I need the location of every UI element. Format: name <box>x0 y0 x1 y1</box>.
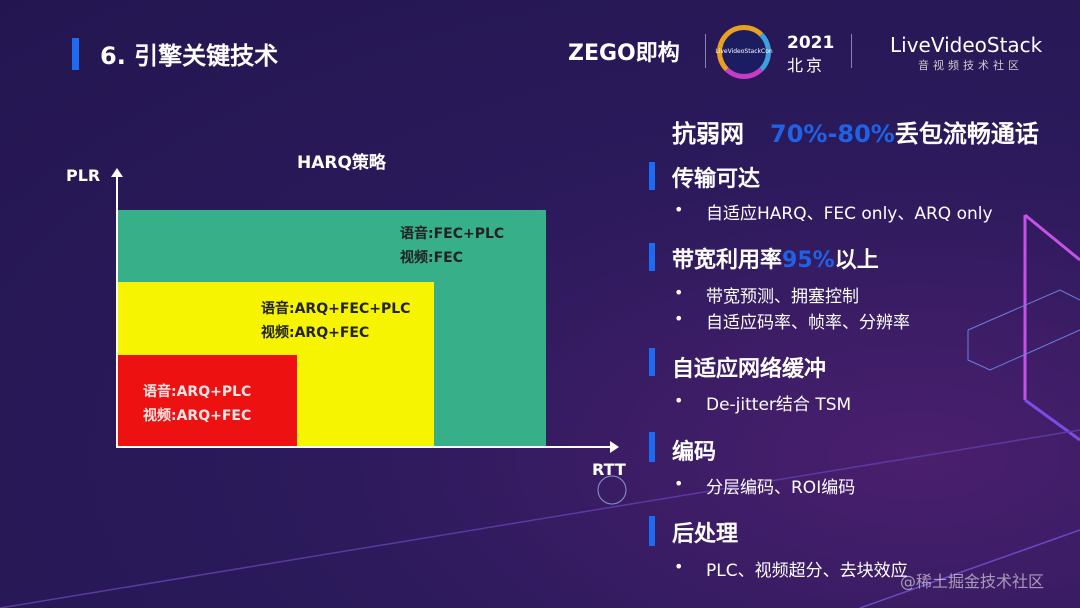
bullet: • <box>674 200 684 219</box>
audio-strategy: 语音:ARQ+FEC+PLC <box>261 301 411 317</box>
section-marker <box>649 516 655 546</box>
diagram-title: HARQ策略 <box>297 153 386 173</box>
title-part: 以上 <box>834 248 879 273</box>
section-title: 传输可达 <box>672 167 761 192</box>
region-red-label: 语音:ARQ+PLC 视频:ARQ+FEC <box>143 380 251 428</box>
section-item: 带宽预测、拥塞控制 <box>706 287 859 307</box>
headline-suffix: 丢包流畅通话 <box>894 120 1039 148</box>
bullet: • <box>674 309 684 328</box>
section-item: 分层编码、ROI编码 <box>706 478 856 498</box>
headline-prefix: 抗弱网 <box>672 120 744 148</box>
divider <box>851 34 852 68</box>
video-strategy: 视频:ARQ+FEC <box>143 408 252 424</box>
zego-logo: ZEGO即构 <box>568 41 680 66</box>
section-title: 自适应网络缓冲 <box>672 357 827 382</box>
year: 2021 <box>787 33 835 53</box>
headline: 抗弱网 70%-80%丢包流畅通话 <box>672 114 1039 149</box>
video-strategy: 视频:FEC <box>400 250 463 266</box>
x-axis <box>116 446 612 448</box>
title-highlight: 95% <box>782 248 835 273</box>
section-marker <box>649 243 655 271</box>
region-green-label: 语音:FEC+PLC 视频:FEC <box>400 222 504 270</box>
section-title: 后处理 <box>672 522 739 547</box>
bullet: • <box>674 391 684 410</box>
title-accent-bar <box>72 38 79 70</box>
y-axis-label: PLR <box>66 166 101 185</box>
section-title: 带宽利用率95%以上 <box>672 242 879 274</box>
city: 北京 <box>787 56 826 75</box>
section-marker <box>649 432 655 462</box>
x-axis-label: RTT <box>592 460 626 479</box>
video-strategy: 视频:ARQ+FEC <box>261 325 370 341</box>
livevideostack-subtitle: 音视频技术社区 <box>918 59 1023 72</box>
bullet: • <box>674 474 684 493</box>
watermark: @稀土掘金技术社区 <box>900 572 1045 591</box>
page-title: 6. 引擎关键技术 <box>100 42 279 70</box>
y-axis <box>116 176 118 447</box>
section-title: 编码 <box>672 440 717 465</box>
title-part: 带宽利用率 <box>672 248 783 273</box>
headline-highlight: 70%-80% <box>770 120 895 148</box>
section-item: De-jitter结合 TSM <box>706 395 852 415</box>
bullet: • <box>674 283 684 302</box>
x-axis-arrow-icon <box>610 441 619 453</box>
section-item: 自适应HARQ、FEC only、ARQ only <box>706 204 993 224</box>
livevideostack-logo: LiveVideoStack <box>890 33 1043 57</box>
audio-strategy: 语音:FEC+PLC <box>400 226 505 242</box>
bullet: • <box>674 557 684 576</box>
audio-strategy: 语音:ARQ+PLC <box>143 384 252 400</box>
divider <box>705 34 706 68</box>
region-red <box>117 355 297 446</box>
region-yellow-label: 语音:ARQ+FEC+PLC 视频:ARQ+FEC <box>261 297 410 345</box>
section-marker <box>649 162 655 190</box>
y-axis-arrow-icon <box>111 168 123 177</box>
section-item: PLC、视频超分、去块效应 <box>706 561 908 581</box>
section-item: 自适应码率、帧率、分辨率 <box>706 313 910 333</box>
section-marker <box>649 348 655 376</box>
conference-badge-logo: LiveVideoStackCon <box>715 25 773 79</box>
